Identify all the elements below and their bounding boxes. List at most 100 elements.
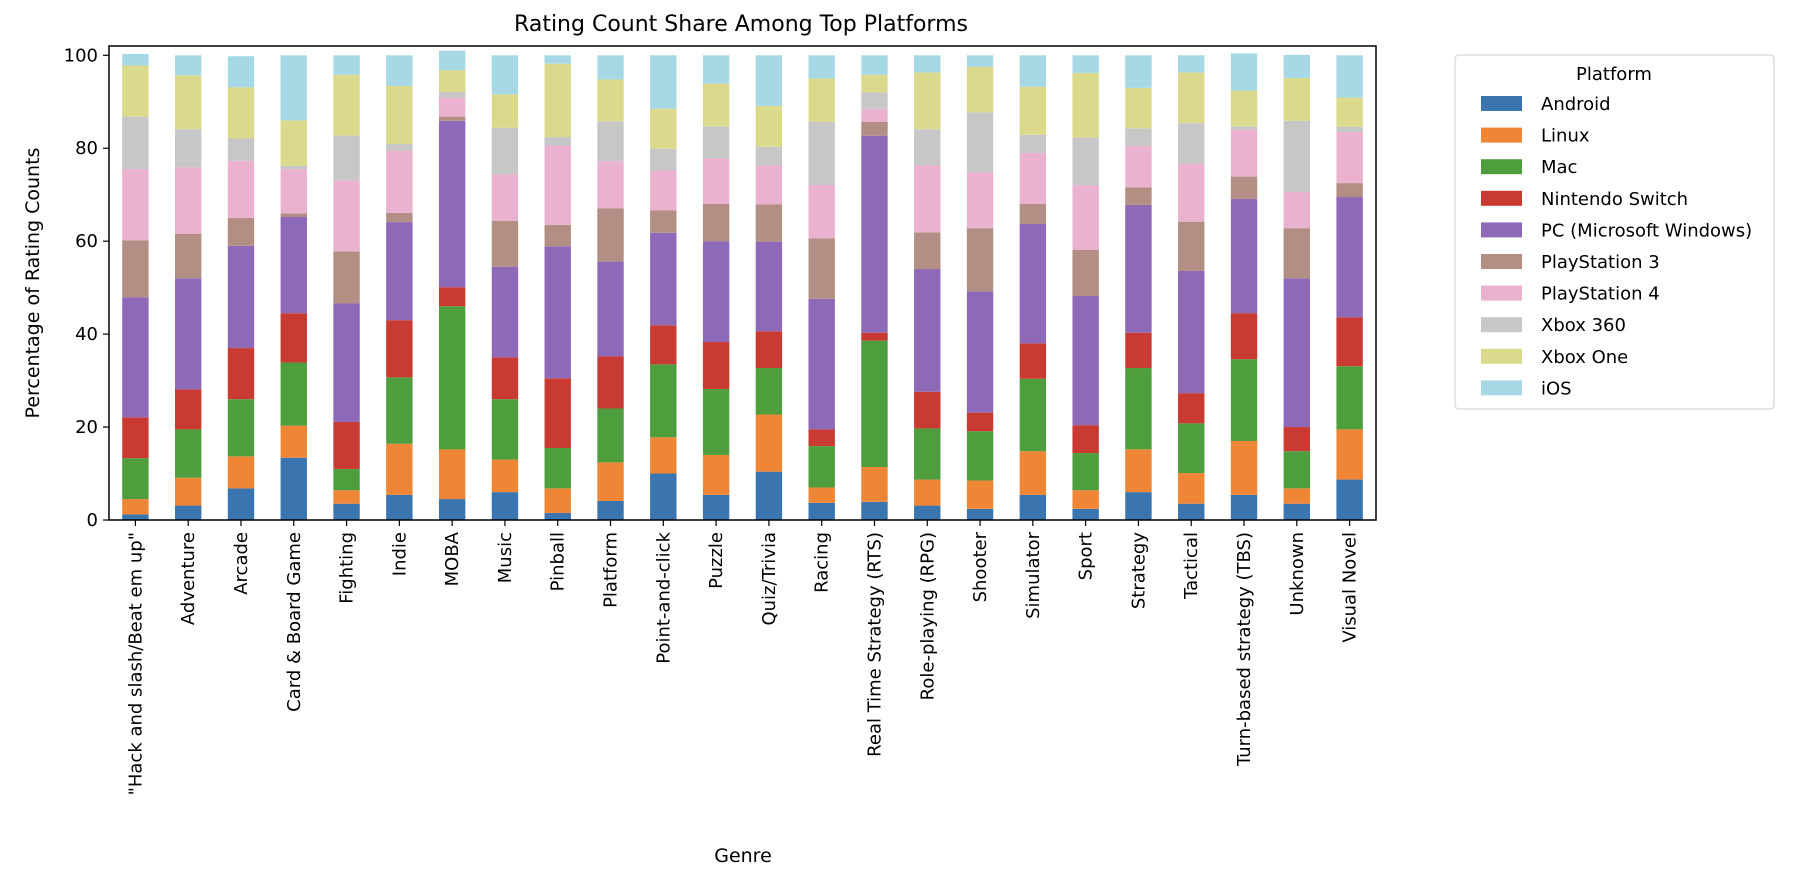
y-tick-label: 80 [75, 138, 98, 159]
bar-segment [491, 94, 519, 128]
bar-segment [1178, 423, 1205, 474]
legend-swatch [1481, 96, 1522, 111]
x-tick-label: Role-playing (RPG) [917, 532, 938, 700]
bar-segment [280, 55, 307, 121]
bar-segment [1283, 488, 1311, 504]
bar-segment [1125, 332, 1152, 369]
bar-segment [702, 126, 730, 159]
bar-segment [1019, 86, 1047, 135]
bar-segment [386, 443, 413, 495]
legend-swatch [1481, 159, 1522, 175]
bar-segment [544, 447, 571, 489]
y-tick-label: 40 [75, 324, 98, 345]
bar-segment [1178, 393, 1205, 424]
bar-segment [438, 92, 466, 98]
bar-segment [702, 342, 730, 389]
y-tick-label: 0 [87, 510, 98, 531]
legend-items: Android Linux Mac Nintendo Switch PC (Micros… [1481, 94, 1752, 399]
bar-segment [597, 261, 624, 357]
legend-label: iOS [1541, 378, 1572, 399]
bar-segment [755, 146, 783, 166]
legend-swatch [1481, 254, 1522, 269]
bar-segment [386, 55, 413, 86]
bar-segment [227, 87, 255, 139]
legend-label: PC (Microsoft Windows) [1541, 220, 1752, 241]
x-tick-label: Music [495, 532, 516, 583]
bar-segment [1072, 425, 1099, 454]
bar-segment [808, 55, 835, 79]
bar-segment [174, 389, 202, 430]
bar-segment [1336, 197, 1363, 318]
bar-segment [438, 499, 466, 520]
bar-segment [280, 217, 307, 314]
x-tick-label: Simulator [1023, 531, 1044, 618]
bar-segment [755, 368, 783, 415]
bar-segment [227, 217, 255, 246]
bar-segment [280, 425, 307, 458]
bar-segment [755, 105, 783, 147]
x-tick-label: Platform [601, 532, 622, 608]
bar-segment [1019, 204, 1047, 224]
bar-segment [491, 174, 519, 221]
bar-segment [755, 331, 783, 369]
legend-label: PlayStation 3 [1541, 252, 1660, 273]
bar-segment [597, 500, 624, 520]
bar-segment [386, 494, 413, 520]
bar-segment [597, 55, 624, 80]
bar-segment [1072, 296, 1099, 426]
bar-segment [1178, 55, 1205, 73]
bar-segment [1336, 131, 1363, 184]
legend-label: Nintendo Switch [1541, 189, 1688, 210]
bar-segment [1283, 54, 1311, 79]
x-tick-label: Pinball [548, 532, 569, 591]
bar-segment [861, 501, 888, 520]
legend-label: PlayStation 4 [1541, 284, 1660, 305]
bar-segment [1072, 185, 1099, 250]
bar-segment [1178, 473, 1205, 504]
bar-segment [1283, 191, 1311, 229]
legend: Platform Android Linux Mac Nintendo Switch P… [1454, 54, 1775, 410]
bar-segment [755, 414, 783, 472]
x-tick-label: Tactical [1181, 532, 1202, 600]
bar-segment [966, 55, 994, 67]
bar-segment [438, 449, 466, 500]
bar-segment [1125, 368, 1152, 450]
x-axis-label: Genre [714, 845, 772, 867]
bar-segment [1019, 451, 1047, 495]
bar-segment [174, 233, 202, 279]
bar-segment [491, 266, 519, 358]
y-tick-label: 60 [75, 231, 98, 252]
bar-segment [966, 291, 994, 413]
bar-segment [227, 348, 255, 400]
bar-segment [1336, 97, 1363, 127]
bar-segment [386, 85, 413, 145]
bar-segment [1283, 78, 1311, 121]
bar-segment [491, 127, 519, 175]
bar-segment [174, 55, 202, 76]
x-tick-label: Racing [812, 532, 833, 593]
bar-segment [333, 251, 360, 304]
bar-segment [280, 362, 307, 426]
bar-segment [438, 50, 466, 71]
bar-segment [333, 303, 360, 422]
bar-segment [1336, 55, 1363, 98]
x-tick-label: Fighting [337, 532, 358, 604]
bar-segment [1019, 343, 1047, 379]
bar-segment [966, 508, 994, 520]
bar-segment [1019, 223, 1047, 344]
bar-segment [1230, 90, 1258, 127]
bar-segment [1336, 366, 1363, 430]
bar-segment [122, 240, 149, 298]
bar-segment [174, 167, 202, 234]
bar-segment [702, 204, 730, 242]
bar-segment [861, 121, 888, 136]
bar-segment [1283, 503, 1311, 520]
bar-segment [1230, 53, 1258, 91]
x-tick-label: Quiz/Trivia [759, 532, 780, 626]
bar-segment [1125, 87, 1152, 129]
bar-segment [1019, 378, 1047, 452]
legend-swatch [1481, 380, 1522, 396]
bar-segment [702, 454, 730, 495]
bar-segment [914, 428, 941, 480]
x-tick-label: Shooter [970, 531, 991, 602]
